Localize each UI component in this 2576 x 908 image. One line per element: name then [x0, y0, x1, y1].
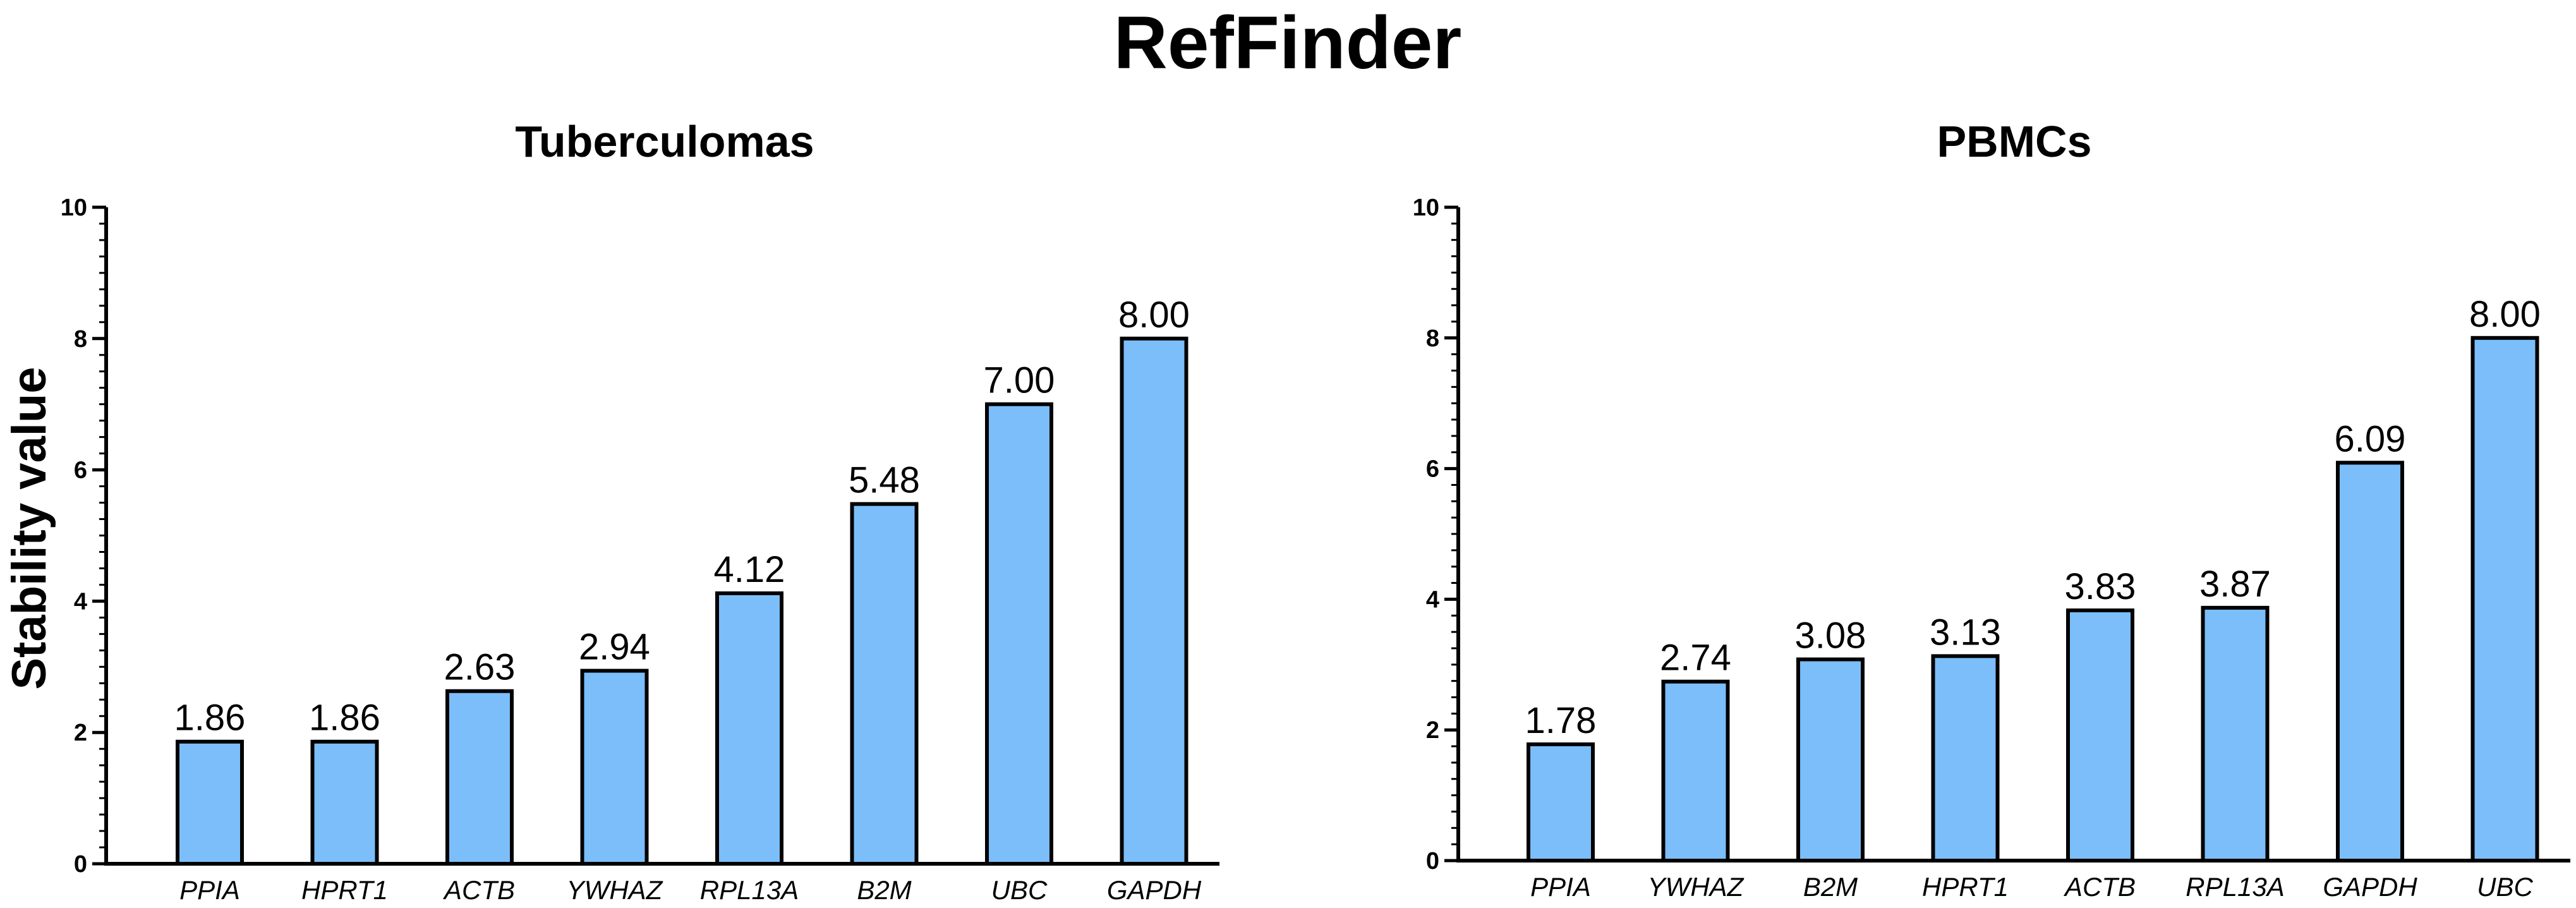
tuberculomas-bar [850, 502, 919, 866]
pbmcs-chart-title: PBMCs [1937, 117, 2091, 166]
tuberculomas-category-label: UBC [991, 875, 1048, 905]
pbmcs-category-label: GAPDH [2323, 872, 2417, 902]
tuberculomas-category-label: HPRT1 [301, 875, 388, 905]
pbmcs-category-label: B2M [1803, 872, 1858, 902]
figure-title: RefFinder [1114, 1, 1462, 85]
tuberculomas-y-tick-label: 2 [74, 720, 87, 746]
pbmcs-category-label: UBC [2477, 872, 2533, 902]
tuberculomas-data-label: 4.12 [714, 549, 785, 590]
tuberculomas-data-label: 1.86 [309, 698, 380, 739]
pbmcs-bar [1661, 679, 1730, 863]
pbmcs-y-tick-label: 4 [1426, 586, 1439, 613]
pbmcs-category-label: ACTB [2063, 872, 2136, 902]
tuberculomas-bar [580, 669, 649, 866]
pbmcs-bar [2201, 605, 2270, 863]
pbmcs-data-label: 2.74 [1660, 638, 1731, 679]
pbmcs-data-label: 3.87 [2199, 564, 2271, 605]
tuberculomas-category-label: PPIA [179, 875, 240, 905]
pbmcs-data-label: 3.13 [1930, 612, 2001, 653]
tuberculomas-bar [1120, 336, 1188, 866]
pbmcs-bar [1527, 742, 1595, 863]
tuberculomas-bar [715, 591, 783, 866]
pbmcs-data-label: 8.00 [2469, 294, 2541, 335]
tuberculomas-category-label: YWHAZ [567, 875, 663, 905]
pbmcs-y-tick-label: 8 [1426, 325, 1439, 352]
tuberculomas-y-tick-label: 8 [74, 326, 87, 353]
pbmcs-data-label: 1.78 [1525, 700, 1597, 741]
pbmcs-bar [1931, 654, 2000, 863]
pbmcs-category-label: PPIA [1530, 872, 1591, 902]
tuberculomas-bar [445, 689, 514, 866]
tuberculomas-data-label: 5.48 [849, 460, 920, 501]
tuberculomas-y-tick-label: 6 [74, 457, 87, 484]
tuberculomas-chart: Tuberculomas 0 2 4 6 8 10 1.86 PPIA 1.86 HPRT1 2.6… [61, 117, 1219, 905]
tuberculomas-data-label: 1.86 [174, 698, 246, 739]
tuberculomas-category-label: RPL13A [700, 875, 799, 905]
pbmcs-bar [2336, 461, 2404, 863]
tuberculomas-data-label: 2.94 [579, 627, 650, 668]
tuberculomas-data-label: 7.00 [984, 360, 1055, 401]
pbmcs-chart: PBMCs 0 2 4 6 8 10 1.78 PPIA 2.74 YWHAZ 3.08 B2M 3.1… [1413, 117, 2570, 902]
tuberculomas-y-tick-label: 0 [74, 851, 87, 878]
pbmcs-y-tick-label: 0 [1426, 848, 1439, 875]
pbmcs-bar [2470, 336, 2539, 863]
tuberculomas-bar [176, 739, 244, 866]
tuberculomas-category-label: GAPDH [1107, 875, 1202, 905]
pbmcs-category-label: RPL13A [2186, 872, 2284, 902]
pbmcs-bar [2066, 608, 2134, 863]
tuberculomas-category-label: ACTB [442, 875, 515, 905]
tuberculomas-bar [310, 739, 379, 866]
tuberculomas-y-tick-label: 10 [61, 195, 87, 221]
tuberculomas-y-tick-label: 4 [74, 588, 87, 615]
pbmcs-data-label: 6.09 [2335, 418, 2406, 459]
pbmcs-y-tick-label: 2 [1426, 717, 1439, 744]
pbmcs-bar [1796, 657, 1865, 863]
pbmcs-category-label: HPRT1 [1922, 872, 2009, 902]
pbmcs-data-label: 3.83 [2065, 566, 2136, 607]
pbmcs-y-tick-label: 10 [1413, 195, 1439, 221]
pbmcs-y-tick-label: 6 [1426, 456, 1439, 483]
y-axis-label: Stability value [3, 366, 56, 689]
tuberculomas-bar [985, 402, 1053, 866]
tuberculomas-category-label: B2M [857, 875, 911, 905]
pbmcs-data-label: 3.08 [1795, 615, 1866, 657]
pbmcs-category-label: YWHAZ [1648, 872, 1745, 902]
tuberculomas-chart-title: Tuberculomas [515, 117, 814, 166]
tuberculomas-data-label: 2.63 [444, 647, 516, 688]
tuberculomas-data-label: 8.00 [1118, 294, 1190, 336]
